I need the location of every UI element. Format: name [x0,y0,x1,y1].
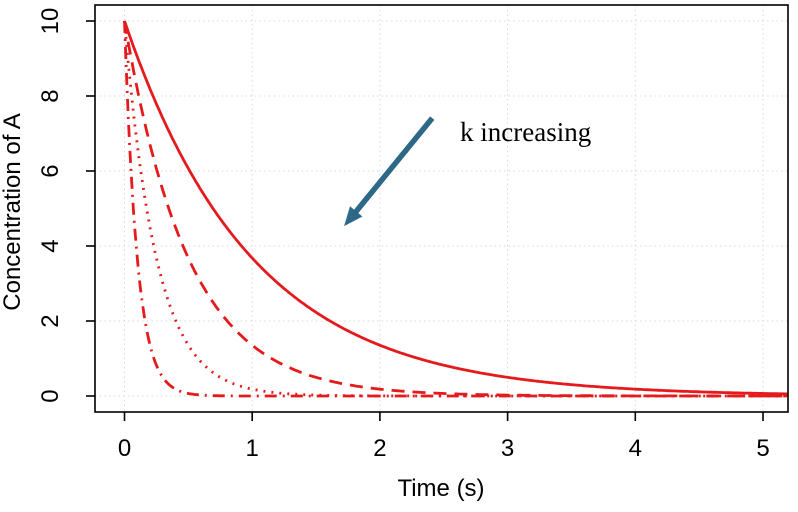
decay-curves [123,20,788,398]
x-tick-label: 2 [373,435,386,462]
x-tick-label: 5 [756,435,769,462]
x-axis-title: Time (s) [397,475,484,502]
decay-curve-k-2 [123,20,788,398]
x-tick-label: 3 [501,435,514,462]
arrow-shaft [351,116,435,217]
x-tick-label: 0 [118,435,131,462]
axis-ticks [86,20,764,421]
grid-lines [95,5,788,412]
decay-curve-k-10 [123,20,788,398]
decay-curve-k-4 [123,20,788,398]
decay-curve-k-1 [123,20,788,396]
y-axis-title: Concentration of A [0,113,26,310]
y-tick-label: 6 [37,164,64,177]
x-tick-label: 4 [629,435,642,462]
k-increasing-label: k increasing [460,117,591,147]
arrow-head [344,206,363,227]
axis-tick-labels: 0 1 2 3 4 5 0 2 4 6 8 10 [37,8,770,462]
plot-border-box [94,4,789,413]
y-tick-label: 0 [37,389,64,402]
y-tick-label: 4 [37,239,64,252]
k-increasing-arrow [344,116,435,227]
y-tick-label: 2 [37,314,64,327]
x-tick-label: 1 [246,435,259,462]
y-tick-label: 10 [37,8,64,35]
y-tick-label: 8 [37,89,64,102]
